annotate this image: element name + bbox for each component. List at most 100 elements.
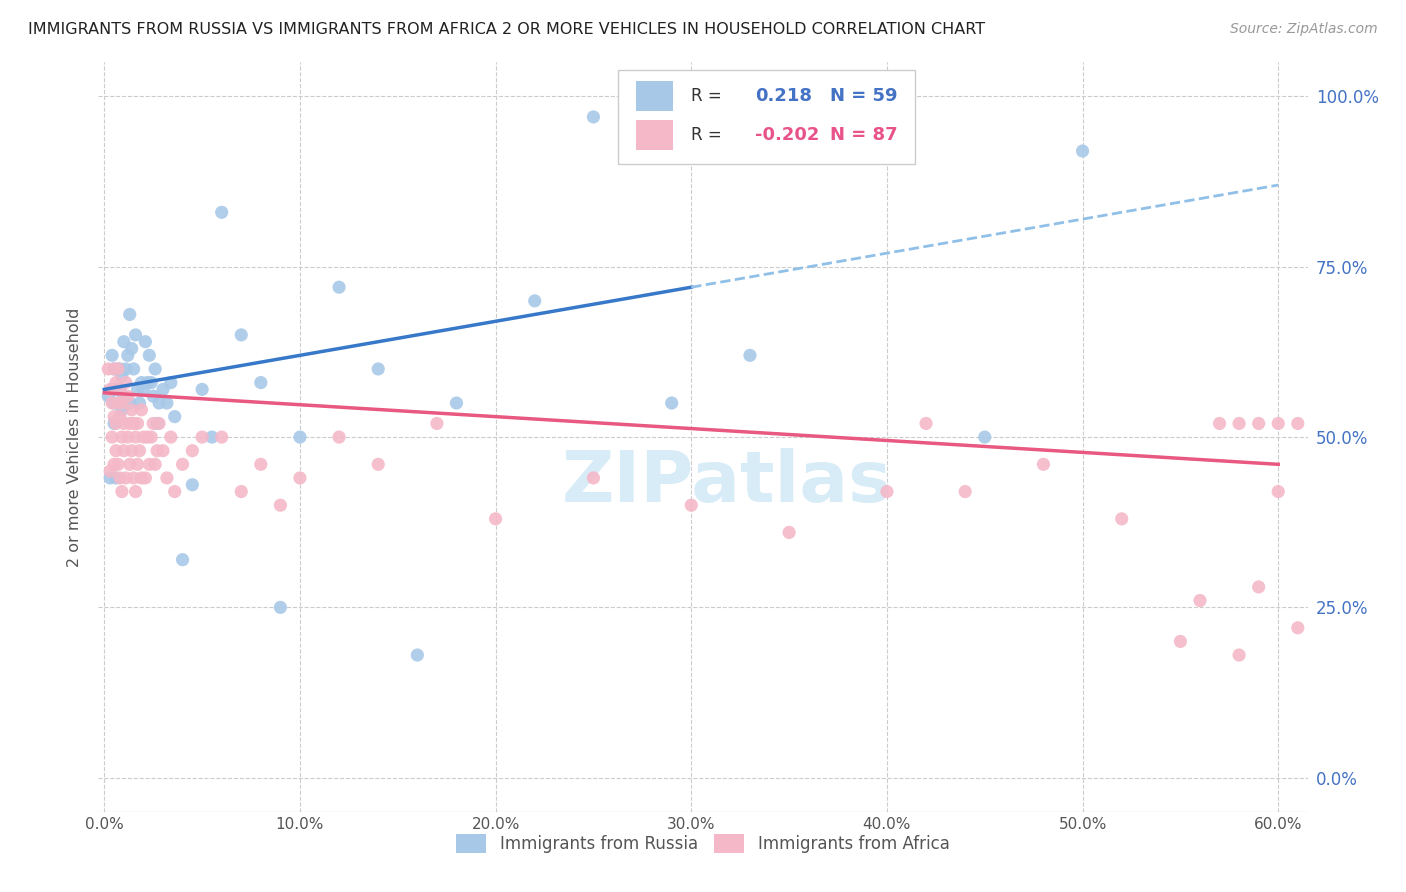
Point bbox=[117, 348, 139, 362]
Point bbox=[128, 396, 150, 410]
Point bbox=[108, 409, 131, 424]
Point bbox=[231, 327, 253, 342]
Point bbox=[132, 383, 155, 397]
Text: R =: R = bbox=[690, 87, 727, 105]
Point bbox=[738, 348, 761, 362]
Point bbox=[426, 417, 449, 431]
Text: Source: ZipAtlas.com: Source: ZipAtlas.com bbox=[1230, 22, 1378, 37]
Point bbox=[134, 471, 156, 485]
Point bbox=[103, 396, 125, 410]
Text: 0.218: 0.218 bbox=[755, 87, 813, 105]
Point bbox=[103, 458, 125, 472]
Y-axis label: 2 or more Vehicles in Household: 2 or more Vehicles in Household bbox=[67, 308, 83, 566]
Point bbox=[142, 417, 165, 431]
Point bbox=[484, 512, 506, 526]
Point bbox=[122, 362, 145, 376]
Point bbox=[118, 458, 141, 472]
Point bbox=[156, 396, 179, 410]
Point bbox=[681, 498, 703, 512]
Point bbox=[118, 308, 141, 322]
Point bbox=[132, 430, 155, 444]
Point bbox=[122, 417, 145, 431]
Point bbox=[117, 430, 139, 444]
Point bbox=[1346, 417, 1368, 431]
Point bbox=[778, 525, 800, 540]
Point bbox=[105, 417, 128, 431]
Point bbox=[1032, 458, 1054, 472]
Point bbox=[121, 443, 143, 458]
Point bbox=[523, 293, 546, 308]
Point bbox=[201, 430, 224, 444]
Point bbox=[1267, 417, 1289, 431]
Point bbox=[406, 648, 429, 662]
Text: IMMIGRANTS FROM RUSSIA VS IMMIGRANTS FROM AFRICA 2 OR MORE VEHICLES IN HOUSEHOLD: IMMIGRANTS FROM RUSSIA VS IMMIGRANTS FRO… bbox=[28, 22, 986, 37]
Point bbox=[953, 484, 976, 499]
Point bbox=[105, 471, 128, 485]
Point bbox=[1326, 484, 1348, 499]
Point bbox=[367, 458, 389, 472]
Point bbox=[114, 362, 136, 376]
Point bbox=[98, 471, 121, 485]
Point bbox=[108, 471, 131, 485]
Point bbox=[582, 110, 605, 124]
Point bbox=[107, 362, 129, 376]
Point bbox=[141, 430, 163, 444]
Point bbox=[159, 430, 181, 444]
Point bbox=[191, 383, 214, 397]
Point bbox=[107, 383, 129, 397]
Point bbox=[136, 430, 159, 444]
Point bbox=[1247, 580, 1270, 594]
Point bbox=[105, 383, 128, 397]
Point bbox=[107, 396, 129, 410]
Point bbox=[1227, 417, 1250, 431]
Point bbox=[124, 484, 146, 499]
Point bbox=[250, 458, 273, 472]
Point bbox=[108, 383, 131, 397]
Point bbox=[128, 443, 150, 458]
Point bbox=[1267, 484, 1289, 499]
Text: R =: R = bbox=[690, 126, 727, 145]
Point bbox=[111, 368, 134, 383]
Point bbox=[582, 471, 605, 485]
Point bbox=[1286, 621, 1309, 635]
Point bbox=[111, 484, 134, 499]
Point bbox=[1208, 417, 1230, 431]
Point bbox=[97, 362, 120, 376]
Point bbox=[1111, 512, 1133, 526]
Point bbox=[108, 362, 131, 376]
Text: -0.202: -0.202 bbox=[755, 126, 820, 145]
Point bbox=[1227, 648, 1250, 662]
Point bbox=[134, 334, 156, 349]
Point bbox=[211, 430, 233, 444]
Point bbox=[131, 471, 153, 485]
Point bbox=[1170, 634, 1192, 648]
Point bbox=[146, 443, 169, 458]
Point bbox=[172, 552, 194, 566]
Point bbox=[103, 362, 125, 376]
Point bbox=[181, 443, 204, 458]
Point bbox=[103, 362, 125, 376]
Point bbox=[103, 409, 125, 424]
FancyBboxPatch shape bbox=[637, 81, 672, 112]
Point bbox=[231, 484, 253, 499]
Point bbox=[131, 376, 153, 390]
Point bbox=[108, 383, 131, 397]
Point bbox=[111, 396, 134, 410]
Point bbox=[112, 417, 135, 431]
Point bbox=[101, 383, 124, 397]
Point bbox=[121, 402, 143, 417]
FancyBboxPatch shape bbox=[637, 120, 672, 150]
FancyBboxPatch shape bbox=[619, 70, 915, 163]
Point bbox=[118, 417, 141, 431]
Point bbox=[876, 484, 898, 499]
Point bbox=[141, 376, 163, 390]
Text: ZIPatlas: ZIPatlas bbox=[562, 448, 893, 516]
Text: N = 59: N = 59 bbox=[830, 87, 897, 105]
Point bbox=[127, 383, 149, 397]
Point bbox=[915, 417, 938, 431]
Point bbox=[1071, 144, 1094, 158]
Point bbox=[107, 362, 129, 376]
Point bbox=[101, 348, 124, 362]
Point bbox=[367, 362, 389, 376]
Point bbox=[136, 376, 159, 390]
